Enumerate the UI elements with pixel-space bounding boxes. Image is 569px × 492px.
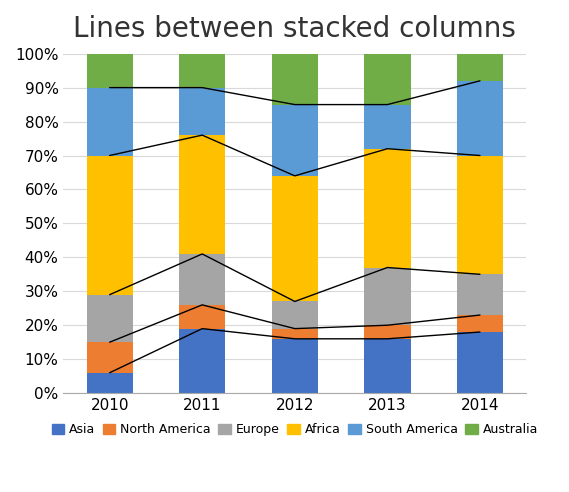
Bar <box>86 342 133 373</box>
Bar <box>457 315 503 332</box>
Bar <box>179 305 225 329</box>
Title: Lines between stacked columns: Lines between stacked columns <box>73 15 516 43</box>
Bar <box>271 105 318 176</box>
Bar <box>179 135 225 254</box>
Bar <box>86 54 133 88</box>
Bar <box>271 329 318 339</box>
Bar <box>271 302 318 329</box>
Bar <box>179 88 225 135</box>
Bar <box>364 339 410 393</box>
Legend: Asia, North America, Europe, Africa, South America, Australia: Asia, North America, Europe, Africa, Sou… <box>47 418 543 441</box>
Bar <box>364 54 410 105</box>
Bar <box>457 54 503 81</box>
Bar <box>179 54 225 88</box>
Bar <box>457 332 503 393</box>
Bar <box>271 176 318 302</box>
Bar <box>457 81 503 155</box>
Bar <box>86 155 133 295</box>
Bar <box>364 149 410 268</box>
Bar <box>271 339 318 393</box>
Bar <box>271 54 318 105</box>
Bar <box>364 268 410 325</box>
Bar <box>179 254 225 305</box>
Bar <box>457 275 503 315</box>
Bar <box>86 373 133 393</box>
Bar <box>364 105 410 149</box>
Bar <box>86 88 133 155</box>
Bar <box>86 295 133 342</box>
Bar <box>179 329 225 393</box>
Bar <box>457 155 503 275</box>
Bar <box>364 325 410 339</box>
